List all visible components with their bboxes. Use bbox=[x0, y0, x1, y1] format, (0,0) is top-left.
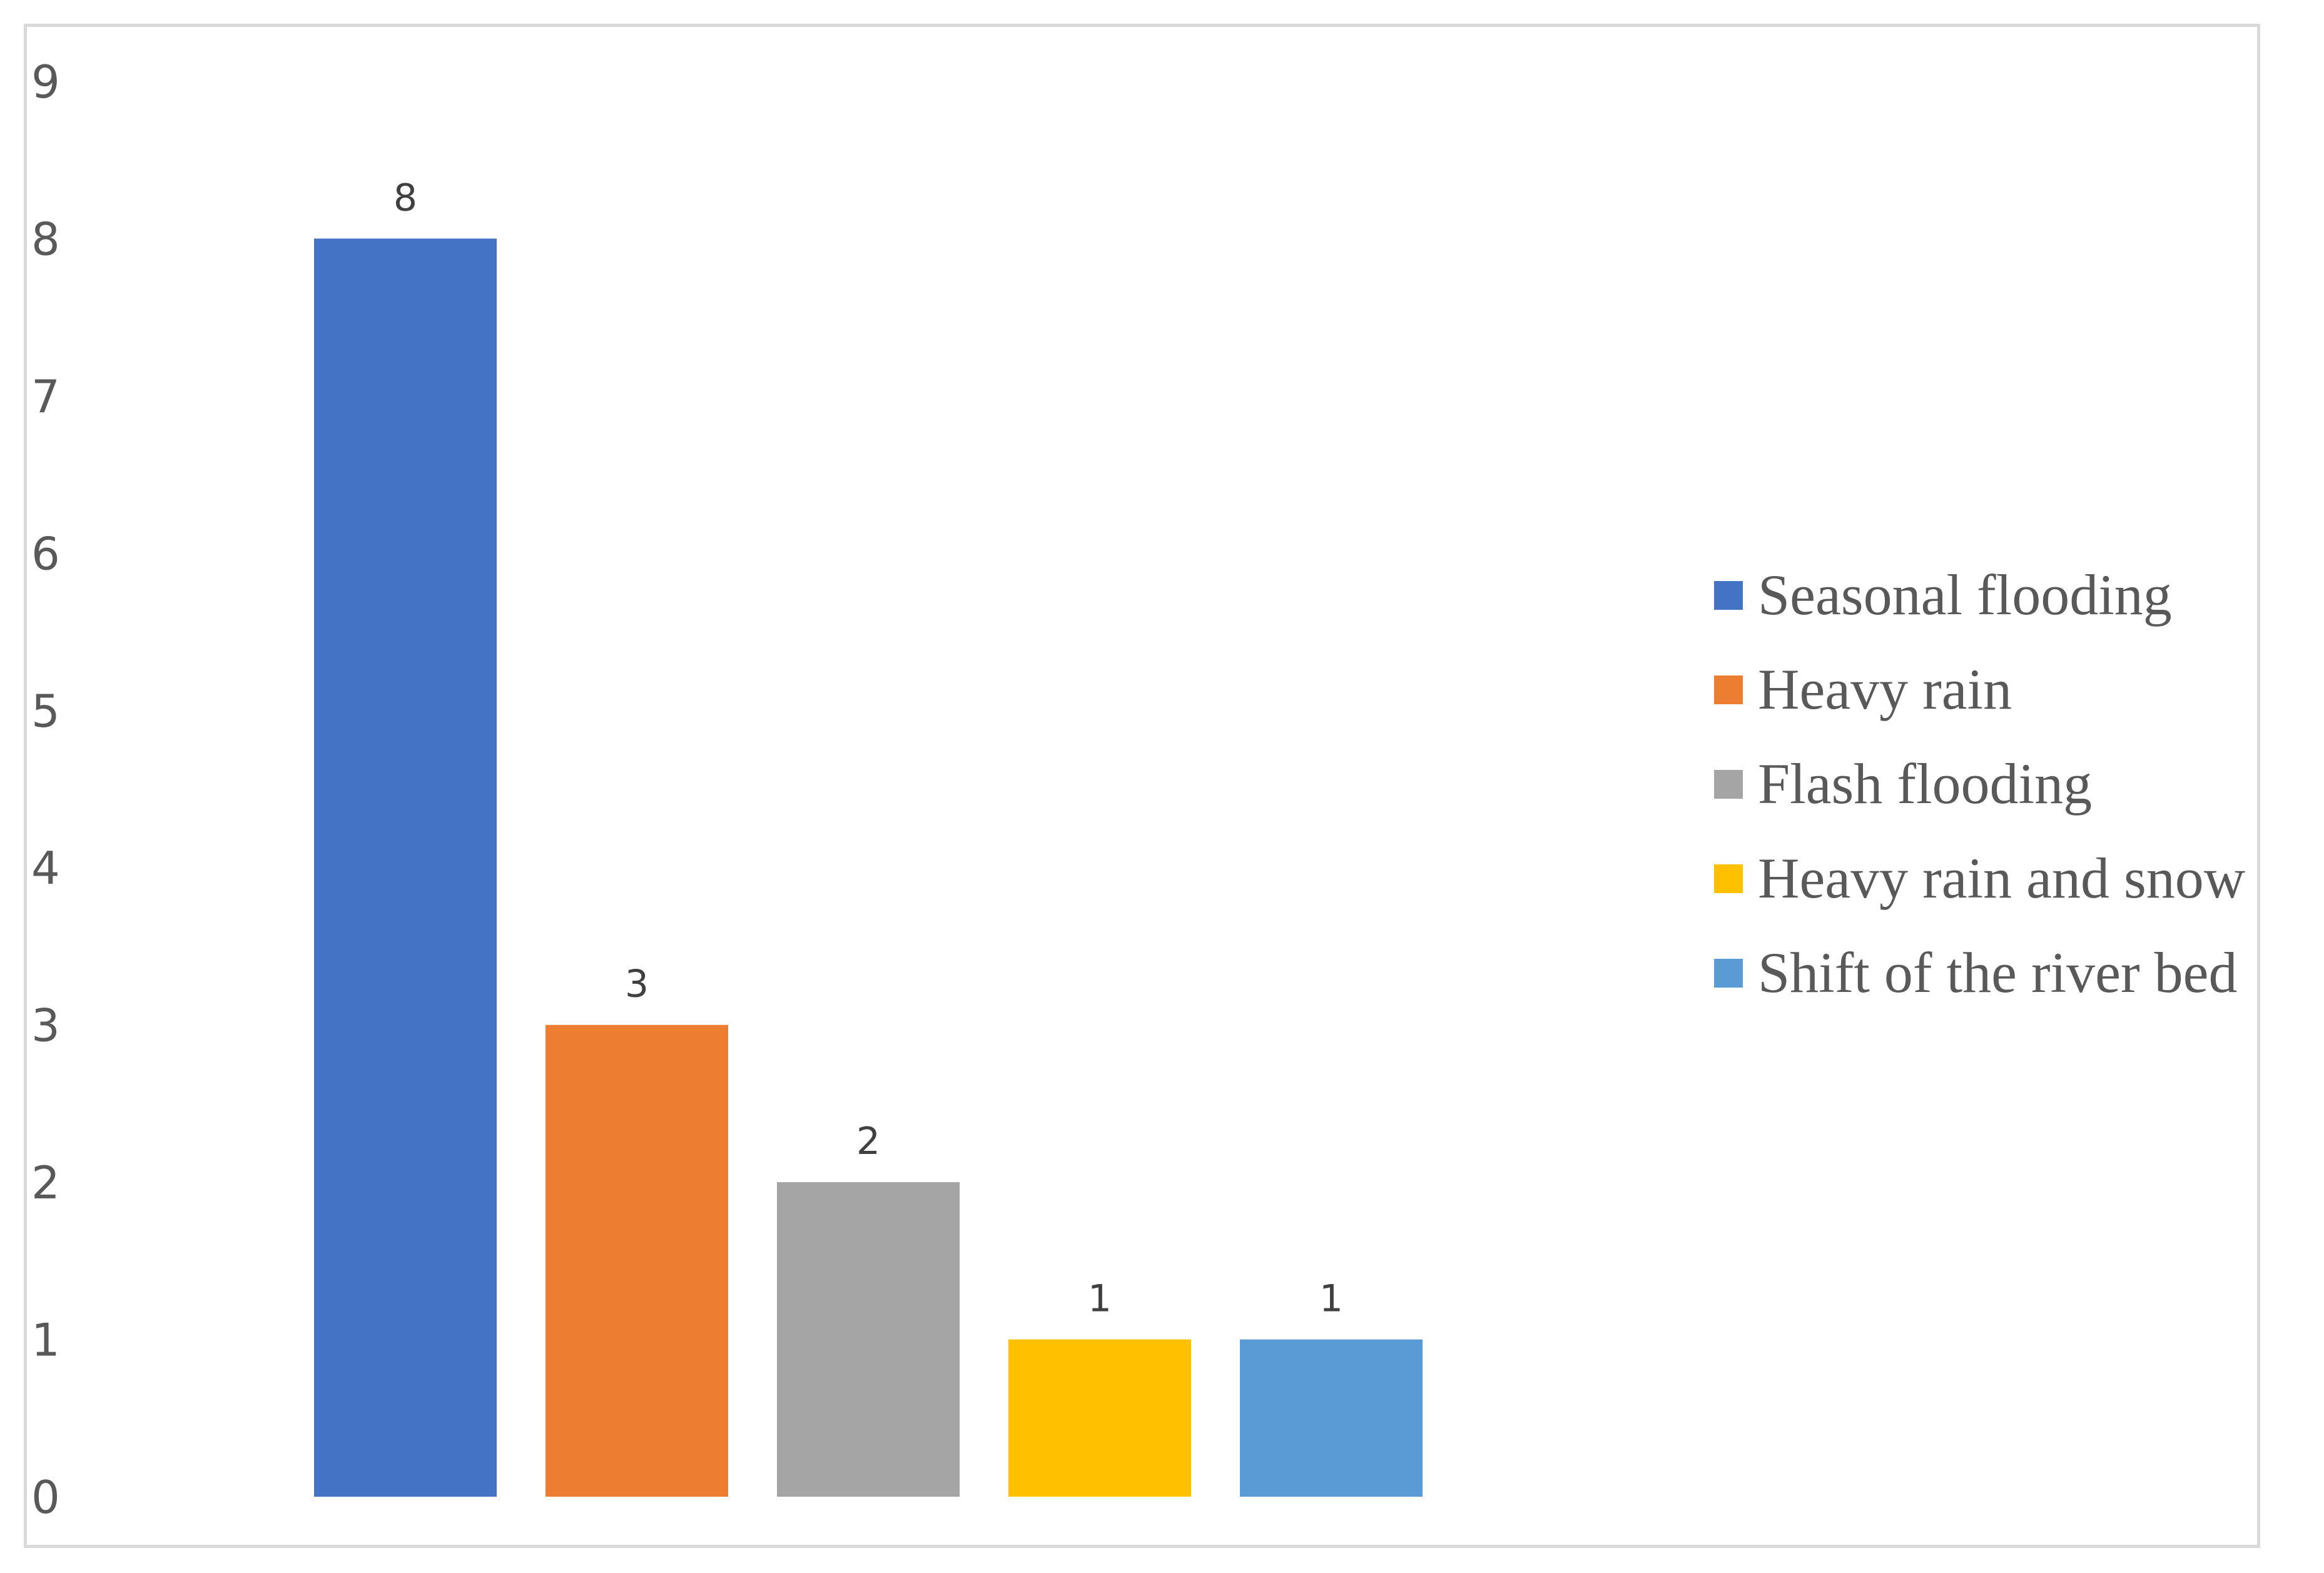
bar bbox=[1240, 1339, 1423, 1497]
data-label: 1 bbox=[1319, 1277, 1343, 1321]
bars bbox=[314, 238, 1423, 1497]
y-tick-label: 7 bbox=[31, 370, 60, 423]
y-tick-label: 9 bbox=[31, 56, 60, 108]
data-label: 3 bbox=[625, 963, 649, 1006]
legend-swatch bbox=[1714, 959, 1743, 988]
y-tick-label: 0 bbox=[31, 1471, 60, 1524]
legend: Seasonal flooding Heavy rain Flash floodin… bbox=[1714, 563, 2246, 1004]
data-label: 1 bbox=[1088, 1277, 1112, 1321]
legend-label: Seasonal flooding bbox=[1758, 563, 2172, 627]
legend-swatch bbox=[1714, 675, 1743, 704]
y-tick-label: 3 bbox=[31, 999, 60, 1052]
y-tick-label: 1 bbox=[31, 1314, 60, 1367]
legend-label: Heavy rain and snow bbox=[1758, 846, 2246, 910]
y-axis-ticks: 0 1 2 3 4 5 6 7 8 9 bbox=[31, 56, 60, 1524]
legend-label: Heavy rain bbox=[1758, 657, 2012, 721]
y-tick-label: 8 bbox=[31, 213, 60, 265]
y-tick-label: 6 bbox=[31, 527, 60, 580]
legend-swatch bbox=[1714, 770, 1743, 799]
data-label: 8 bbox=[393, 176, 417, 220]
legend-swatch bbox=[1714, 581, 1743, 610]
y-tick-label: 2 bbox=[31, 1156, 60, 1209]
bar bbox=[545, 1024, 728, 1497]
legend-label: Flash flooding bbox=[1758, 752, 2092, 816]
y-tick-label: 5 bbox=[31, 685, 60, 737]
data-label: 2 bbox=[856, 1120, 880, 1163]
data-labels: 8 3 2 1 1 bbox=[393, 176, 1343, 1320]
bar bbox=[777, 1182, 960, 1497]
bar bbox=[1008, 1339, 1191, 1497]
y-tick-label: 4 bbox=[31, 842, 60, 894]
bar bbox=[314, 238, 497, 1497]
legend-label: Shift of the river bed bbox=[1758, 941, 2237, 1004]
legend-swatch bbox=[1714, 864, 1743, 893]
